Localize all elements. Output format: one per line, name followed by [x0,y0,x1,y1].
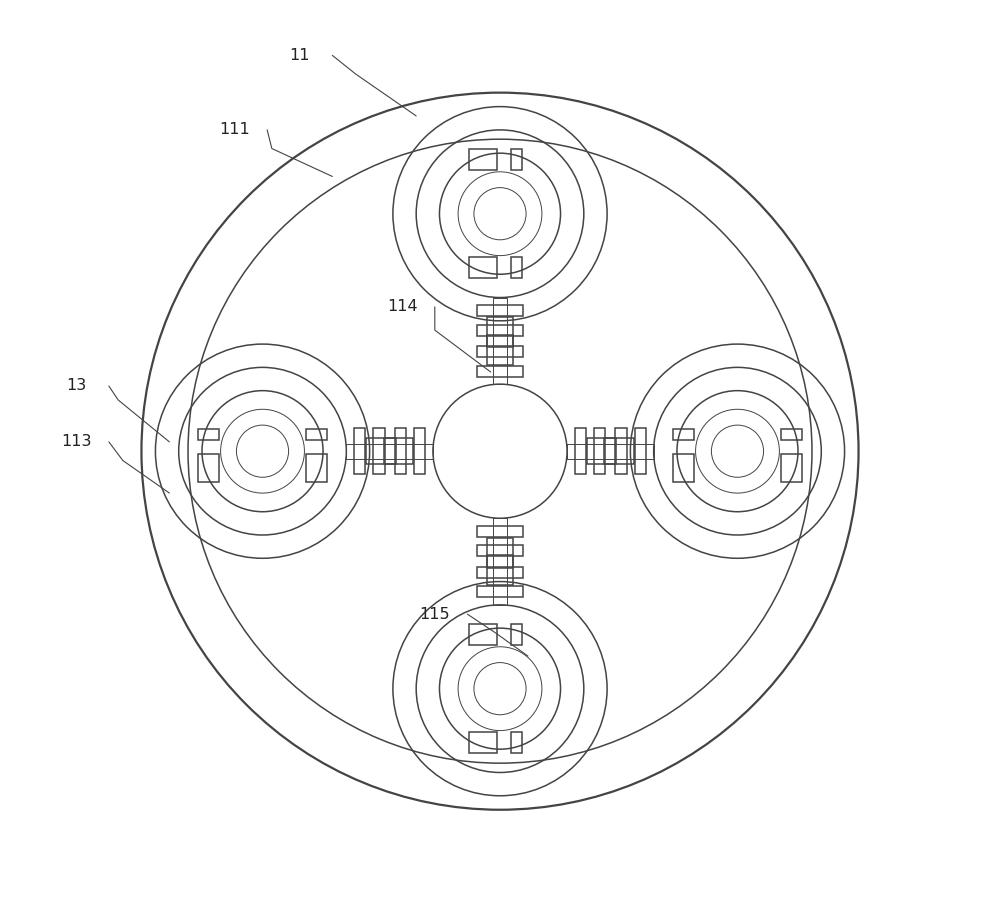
Bar [306,454,327,482]
Bar [781,429,802,440]
Bar [198,454,219,482]
Text: 111: 111 [219,122,250,137]
Bar [373,428,385,474]
Bar [477,366,523,377]
Bar [604,438,634,464]
Bar [384,438,413,464]
Bar [477,324,523,336]
Text: 113: 113 [61,435,92,449]
Bar [635,428,646,474]
Bar [493,297,507,384]
Bar [477,305,523,316]
Text: 11: 11 [290,48,310,63]
Bar [395,428,406,474]
Bar [469,258,497,278]
Bar [575,428,586,474]
Bar [469,624,497,645]
Bar [511,732,522,753]
Bar [414,428,425,474]
Bar [306,429,327,440]
Bar [594,428,605,474]
Bar [673,454,694,482]
Bar [487,334,513,365]
Bar [477,526,523,537]
Bar [781,454,802,482]
Bar [487,317,513,347]
Bar [511,149,522,170]
Bar [366,438,396,464]
Bar [477,566,523,577]
Bar [477,545,523,556]
Bar [198,429,219,440]
Bar [487,538,513,567]
Bar [469,732,497,753]
Text: 13: 13 [66,379,86,393]
Text: 115: 115 [419,607,450,622]
Bar [477,346,523,357]
Bar [477,587,523,598]
Bar [673,429,694,440]
Text: 114: 114 [387,299,418,314]
Bar [587,438,616,464]
Bar [511,258,522,278]
Bar [487,555,513,585]
Bar [567,444,654,459]
Bar [354,428,365,474]
Bar [469,149,497,170]
Bar [615,428,627,474]
Bar [511,624,522,645]
Bar [493,519,507,605]
Bar [346,444,433,459]
